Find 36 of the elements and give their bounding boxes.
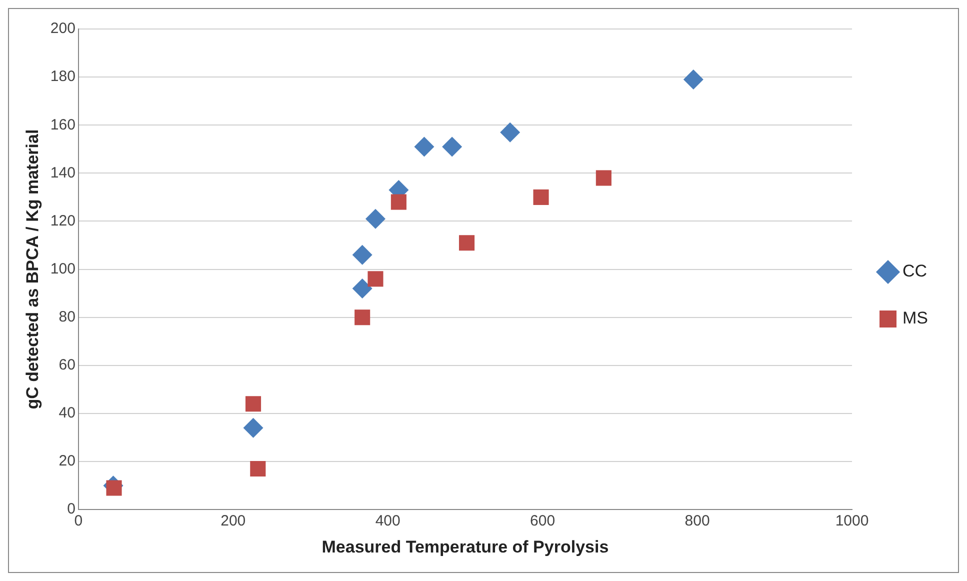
point bbox=[368, 271, 384, 287]
point bbox=[458, 235, 475, 251]
point bbox=[250, 460, 266, 477]
point bbox=[352, 244, 372, 265]
point bbox=[442, 136, 462, 157]
x-tick-label: 1000 bbox=[835, 512, 869, 530]
legend-label: MS bbox=[902, 308, 928, 328]
x-axis-title: Measured Temperature of Pyrolysis bbox=[322, 537, 609, 556]
point bbox=[365, 208, 386, 229]
y-tick-label: 80 bbox=[58, 308, 76, 326]
y-tick-label: 100 bbox=[50, 260, 76, 278]
point bbox=[683, 69, 704, 90]
y-tick-label: 120 bbox=[50, 212, 76, 230]
point bbox=[414, 136, 434, 157]
y-tick-label: 40 bbox=[58, 404, 76, 422]
point bbox=[533, 189, 549, 205]
y-tick-label: 0 bbox=[67, 500, 76, 518]
y-tick-label: 200 bbox=[50, 20, 76, 38]
y-tick-label: 140 bbox=[50, 164, 76, 182]
x-tick-label: 400 bbox=[375, 512, 400, 530]
y-tick-label: 60 bbox=[58, 356, 76, 374]
point bbox=[500, 122, 520, 142]
point bbox=[352, 278, 372, 299]
point bbox=[390, 194, 406, 210]
y-tick-label: 160 bbox=[50, 116, 76, 134]
x-tick-label: 200 bbox=[220, 512, 246, 530]
y-tick-label: 20 bbox=[58, 452, 76, 470]
point bbox=[596, 170, 612, 186]
point bbox=[354, 310, 370, 326]
x-tick-label: 600 bbox=[530, 512, 556, 530]
legend-label: CC bbox=[902, 262, 928, 281]
point bbox=[243, 418, 264, 438]
y-axis-title: gC detected as BPCA / Kg material bbox=[22, 129, 42, 410]
x-tick-label: 800 bbox=[684, 512, 710, 530]
point bbox=[245, 396, 262, 412]
y-tick-label: 180 bbox=[50, 68, 76, 86]
